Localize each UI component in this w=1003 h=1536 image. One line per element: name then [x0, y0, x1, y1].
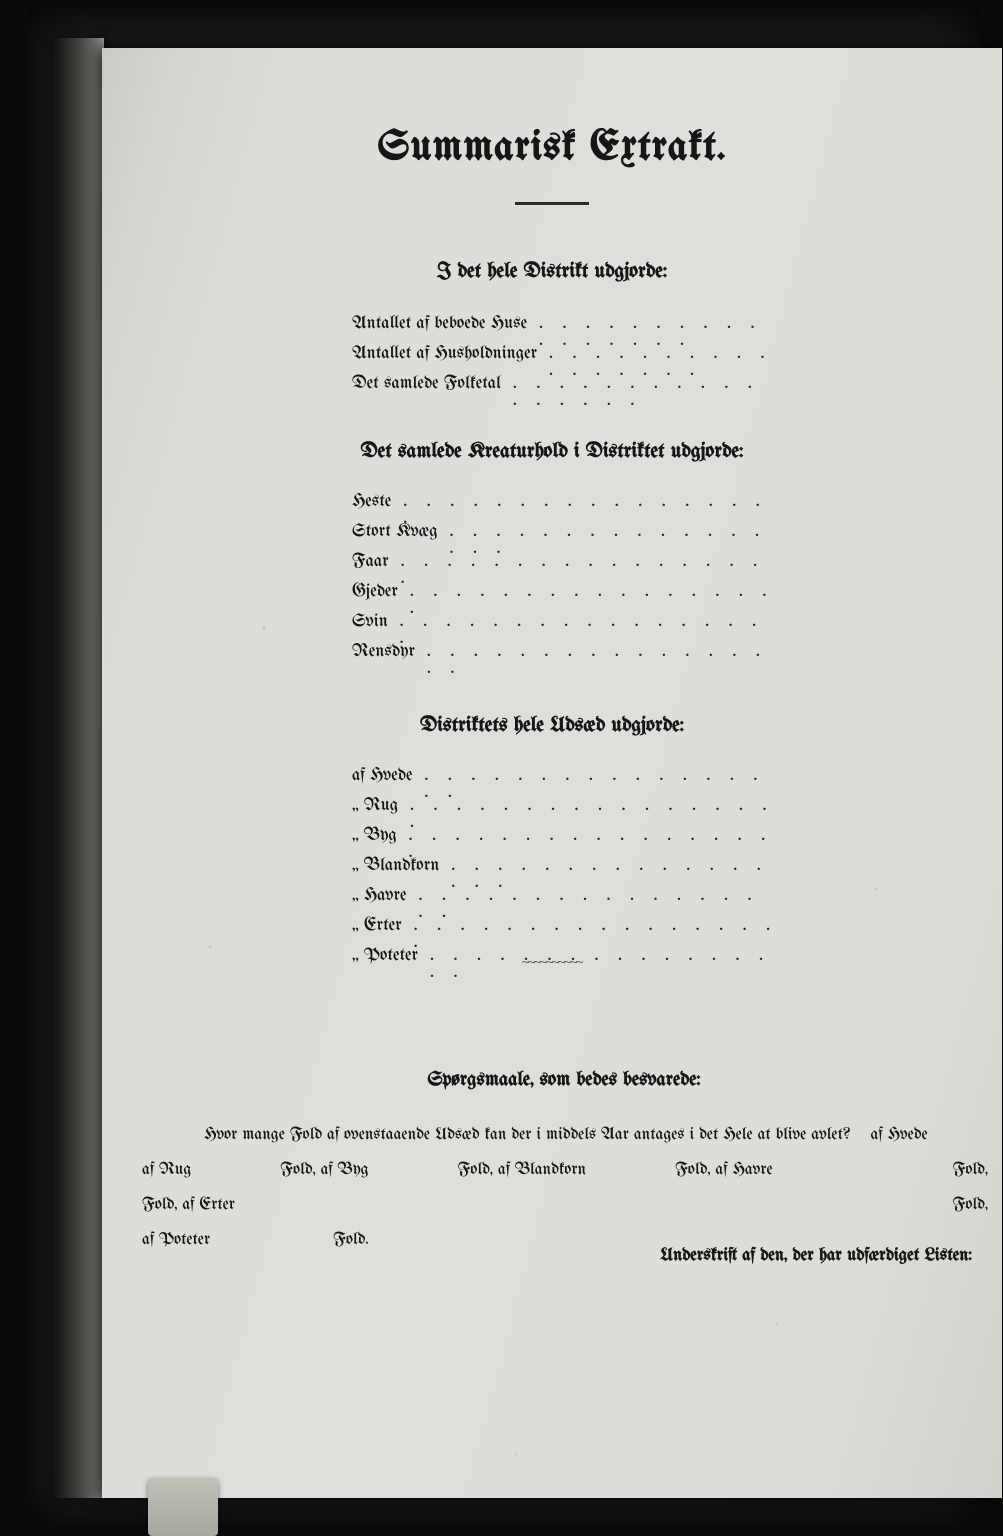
scanner-frame: Summarisk Extrakt. I det hele Distrikt u… [28, 8, 980, 1523]
q-peas: Fold, af Erter [142, 1197, 235, 1214]
row-pigs: Svin . . . . . . . . . . . . . . . . . [352, 612, 782, 642]
label: „ Poteter [352, 946, 418, 965]
book-spine [52, 38, 104, 1498]
fold-label: Fold, [891, 1154, 988, 1189]
leader-dots: . . . . . . . . . . . . . . . . . [398, 584, 782, 618]
label: „ Havre [352, 886, 407, 905]
leader-dots: . . . . . . . . . . . . . . . . . [501, 376, 782, 410]
questions-heading: Spørgsmaale, som bedes besvarede: [142, 1060, 986, 1101]
q-potatoes: af Poteter [142, 1232, 210, 1249]
leader-dots: . . . . . . . . . . . . . . . . . [398, 798, 782, 832]
leader-dots: . . . . . . . . . . . . . . . . . [397, 828, 782, 862]
leader-dots: . . . . . . . . . . . . . . . . . [438, 524, 782, 558]
row-sheep: Faar . . . . . . . . . . . . . . . . . [352, 552, 782, 582]
leader-dots: . . . . . . . . . . . . . . . . . [527, 316, 782, 350]
row-rye: „ Rug . . . . . . . . . . . . . . . . . [352, 796, 782, 826]
label: Antallet af beboede Huse [352, 314, 527, 333]
q1-wheat: af Hvede [871, 1127, 928, 1144]
row-goats: Gjeder . . . . . . . . . . . . . . . . . [352, 582, 782, 612]
label: Stort Kvæg [352, 522, 438, 541]
section-1-rows: Antallet af beboede Huse . . . . . . . .… [352, 314, 782, 404]
leader-dots: . . . . . . . . . . . . . . . . . [415, 644, 782, 678]
section-1-heading: I det hele Distrikt udgjorde: [102, 262, 1002, 283]
row-cattle: Stort Kvæg . . . . . . . . . . . . . . .… [352, 522, 782, 552]
questions-block: Spørgsmaale, som bedes besvarede: Hvor m… [142, 1060, 986, 1258]
section-3-heading: Distriktets hele Udsæd udgjorde: [102, 716, 1002, 737]
leader-dots: . . . . . . . . . . . . . . . . . [439, 858, 782, 892]
fold-end: Fold. [333, 1232, 369, 1249]
label: af Hvede [352, 766, 413, 785]
row-houses: Antallet af beboede Huse . . . . . . . .… [352, 314, 782, 344]
page-title: Summarisk Extrakt. [102, 126, 1002, 170]
leader-dots: . . . . . . . . . . . . . . . . . [391, 494, 782, 528]
question-line-2: af Rug Fold, af Byg Fold, af Blandkorn F… [142, 1154, 986, 1224]
row-households: Antallet af Husholdninger . . . . . . . … [352, 344, 782, 374]
label: „ Rug [352, 796, 398, 815]
label: Rensdyr [352, 642, 415, 661]
page-tab [148, 1478, 218, 1536]
label: „ Blandkorn [352, 856, 439, 875]
signature-prompt: Underskrift af den, der har udfærdiget L… [660, 1246, 972, 1265]
document-page: Summarisk Extrakt. I det hele Distrikt u… [102, 48, 1002, 1498]
row-oats: „ Havre . . . . . . . . . . . . . . . . … [352, 886, 782, 916]
leader-dots: . . . . . . . . . . . . . . . . . [407, 888, 782, 922]
leader-dots: . . . . . . . . . . . . . . . . . [537, 346, 782, 380]
leader-dots: . . . . . . . . . . . . . . . . . [389, 554, 782, 588]
q-mixed: Fold, af Blandkorn [458, 1162, 587, 1179]
leader-dots: . . . . . . . . . . . . . . . . . [402, 918, 782, 952]
ornament-wavy: ~~~~~~~~~~ [492, 954, 612, 970]
label: Antallet af Husholdninger [352, 344, 537, 363]
question-line-1: Hvor mange Fold af ovenstaaende Udsæd ka… [142, 1119, 986, 1154]
q-rye: af Rug [142, 1162, 191, 1179]
leader-dots: . . . . . . . . . . . . . . . . . [388, 614, 782, 648]
row-mixed-grain: „ Blandkorn . . . . . . . . . . . . . . … [352, 856, 782, 886]
q1-text: Hvor mange Fold af ovenstaaende Udsæd ka… [204, 1127, 851, 1144]
label: Svin [352, 612, 388, 631]
label: „ Erter [352, 916, 402, 935]
row-wheat: af Hvede . . . . . . . . . . . . . . . .… [352, 766, 782, 796]
label: Gjeder [352, 582, 398, 601]
q-barley: Fold, af Byg [280, 1162, 368, 1179]
row-reindeer: Rensdyr . . . . . . . . . . . . . . . . … [352, 642, 782, 672]
row-peas: „ Erter . . . . . . . . . . . . . . . . … [352, 916, 782, 946]
section-2-heading: Det samlede Kreaturhold i Distriktet udg… [102, 442, 1002, 463]
row-horses: Heste . . . . . . . . . . . . . . . . . [352, 492, 782, 522]
section-3-rows: af Hvede . . . . . . . . . . . . . . . .… [352, 766, 782, 976]
fold-label: Fold, [953, 1189, 988, 1224]
row-population: Det samlede Folketal . . . . . . . . . .… [352, 374, 782, 404]
title-rule [515, 202, 589, 205]
label: „ Byg [352, 826, 397, 845]
section-2-rows: Heste . . . . . . . . . . . . . . . . . … [352, 492, 782, 672]
label: Faar [352, 552, 389, 571]
q-oats: Fold, af Havre [675, 1162, 773, 1179]
label: Det samlede Folketal [352, 374, 501, 393]
label: Heste [352, 492, 391, 511]
leader-dots: . . . . . . . . . . . . . . . . . [413, 768, 783, 802]
row-barley: „ Byg . . . . . . . . . . . . . . . . . [352, 826, 782, 856]
